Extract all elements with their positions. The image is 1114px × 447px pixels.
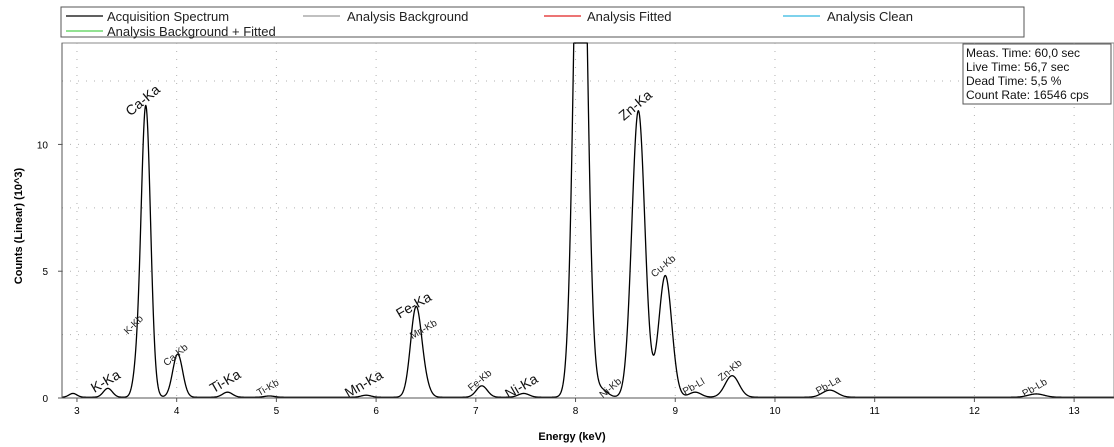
x-tick-label-7: 10 xyxy=(769,406,781,417)
legend-analysis-background: Analysis Background xyxy=(347,9,468,24)
x-tick-label-6: 9 xyxy=(672,406,678,417)
count-rate: Count Rate: 16546 cps xyxy=(966,88,1089,102)
series-line-0 xyxy=(61,42,1114,398)
y-tick-label-1: 5 xyxy=(42,267,48,278)
legend-analysis-fitted: Analysis Fitted xyxy=(587,9,672,24)
x-tick-label-2: 5 xyxy=(274,406,280,417)
legend-analysis-background-fitted: Analysis Background + Fitted xyxy=(107,24,276,39)
x-tick-label-3: 6 xyxy=(373,406,379,417)
y-tick-label-2: 10 xyxy=(37,140,49,151)
x-tick-label-10: 13 xyxy=(1069,406,1081,417)
series-layer xyxy=(61,42,1114,398)
meas-time: Meas. Time: 60,0 sec xyxy=(966,46,1080,60)
measurement-info-box: Meas. Time: 60,0 sec Live Time: 56,7 sec… xyxy=(962,43,1112,105)
x-tick-label-8: 11 xyxy=(869,406,880,417)
x-tick-label-9: 12 xyxy=(969,406,981,417)
legend: Acquisition Spectrum Analysis Background… xyxy=(60,6,1025,39)
x-axis-title: Energy (keV) xyxy=(538,431,606,443)
legend-analysis-clean: Analysis Clean xyxy=(827,9,913,24)
y-tick-label-0: 0 xyxy=(42,394,48,405)
dead-time: Dead Time: 5,5 % xyxy=(966,74,1062,88)
legend-acquisition-spectrum: Acquisition Spectrum xyxy=(107,9,229,24)
x-tick-label-0: 3 xyxy=(74,406,80,417)
live-time: Live Time: 56,7 sec xyxy=(966,60,1069,74)
axes: 3 4 5 6 7 8 9 10 11 12 13 0 5 10 xyxy=(37,43,1114,417)
x-tick-label-1: 4 xyxy=(174,406,180,417)
x-tick-label-5: 8 xyxy=(573,406,579,417)
y-axis-title: Counts (Linear) (10^3) xyxy=(13,167,25,284)
x-tick-label-4: 7 xyxy=(473,406,479,417)
